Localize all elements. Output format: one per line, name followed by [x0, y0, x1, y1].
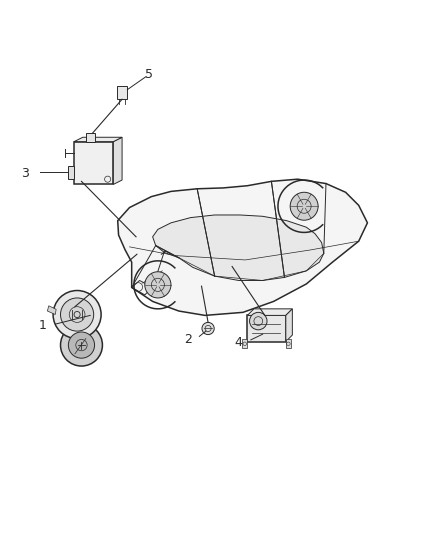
- Circle shape: [68, 332, 95, 358]
- Polygon shape: [286, 309, 292, 342]
- Circle shape: [250, 312, 267, 330]
- Text: 3: 3: [21, 167, 28, 181]
- Circle shape: [202, 322, 214, 335]
- Bar: [117, 86, 127, 99]
- Polygon shape: [247, 309, 292, 316]
- Polygon shape: [152, 215, 324, 280]
- Text: 2: 2: [184, 333, 192, 346]
- Bar: [247, 316, 286, 342]
- Polygon shape: [47, 306, 56, 314]
- Polygon shape: [74, 138, 122, 142]
- Bar: [242, 340, 247, 348]
- Bar: [286, 340, 291, 348]
- Bar: [74, 142, 113, 184]
- Polygon shape: [68, 166, 74, 179]
- Text: 1: 1: [38, 319, 46, 332]
- Circle shape: [60, 298, 94, 331]
- Polygon shape: [118, 179, 367, 316]
- Text: 5: 5: [145, 68, 153, 81]
- Circle shape: [53, 290, 101, 338]
- Text: 4: 4: [235, 336, 243, 350]
- Polygon shape: [86, 133, 95, 142]
- Circle shape: [290, 192, 318, 220]
- Polygon shape: [113, 138, 122, 184]
- Circle shape: [145, 272, 171, 298]
- Circle shape: [60, 324, 102, 366]
